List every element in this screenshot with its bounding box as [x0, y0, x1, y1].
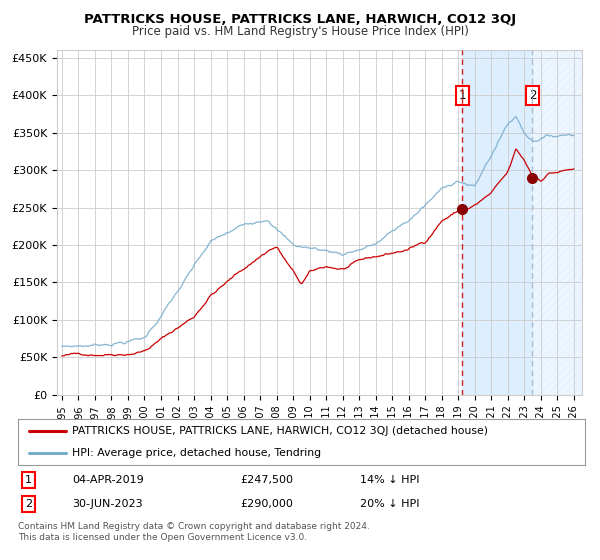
Text: HPI: Average price, detached house, Tendring: HPI: Average price, detached house, Tend…	[72, 449, 321, 458]
Text: 1: 1	[458, 89, 466, 102]
Text: This data is licensed under the Open Government Licence v3.0.: This data is licensed under the Open Gov…	[18, 533, 307, 542]
Text: Price paid vs. HM Land Registry's House Price Index (HPI): Price paid vs. HM Land Registry's House …	[131, 25, 469, 38]
Text: 30-JUN-2023: 30-JUN-2023	[72, 499, 143, 509]
Text: 20% ↓ HPI: 20% ↓ HPI	[360, 499, 419, 509]
Text: 14% ↓ HPI: 14% ↓ HPI	[360, 475, 419, 485]
Text: Contains HM Land Registry data © Crown copyright and database right 2024.: Contains HM Land Registry data © Crown c…	[18, 522, 370, 531]
Text: 2: 2	[25, 499, 32, 509]
Text: PATTRICKS HOUSE, PATTRICKS LANE, HARWICH, CO12 3QJ (detached house): PATTRICKS HOUSE, PATTRICKS LANE, HARWICH…	[72, 426, 488, 436]
Text: £290,000: £290,000	[240, 499, 293, 509]
Text: 1: 1	[25, 475, 32, 485]
Text: 2: 2	[529, 89, 536, 102]
Text: £247,500: £247,500	[240, 475, 293, 485]
Text: 04-APR-2019: 04-APR-2019	[72, 475, 144, 485]
Bar	[532, 50, 590, 395]
Bar	[463, 50, 532, 395]
Text: PATTRICKS HOUSE, PATTRICKS LANE, HARWICH, CO12 3QJ: PATTRICKS HOUSE, PATTRICKS LANE, HARWICH…	[84, 13, 516, 26]
